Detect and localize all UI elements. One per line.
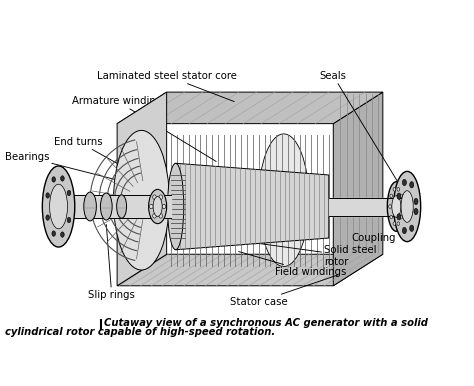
Ellipse shape bbox=[414, 198, 418, 205]
Ellipse shape bbox=[397, 213, 401, 220]
Ellipse shape bbox=[153, 213, 156, 218]
Ellipse shape bbox=[410, 225, 414, 232]
Ellipse shape bbox=[402, 227, 406, 234]
Ellipse shape bbox=[414, 208, 418, 215]
Ellipse shape bbox=[393, 188, 396, 191]
Ellipse shape bbox=[167, 163, 184, 250]
Ellipse shape bbox=[389, 205, 392, 208]
Ellipse shape bbox=[390, 215, 392, 219]
Text: Bearings: Bearings bbox=[5, 152, 158, 190]
Ellipse shape bbox=[259, 134, 309, 266]
Ellipse shape bbox=[401, 191, 413, 222]
Text: End turns: End turns bbox=[54, 137, 146, 179]
Ellipse shape bbox=[50, 184, 67, 229]
Ellipse shape bbox=[52, 177, 55, 182]
Ellipse shape bbox=[153, 195, 156, 200]
Ellipse shape bbox=[397, 222, 400, 225]
Ellipse shape bbox=[61, 176, 64, 181]
Ellipse shape bbox=[397, 188, 400, 191]
Ellipse shape bbox=[401, 205, 404, 208]
Ellipse shape bbox=[397, 193, 401, 200]
Ellipse shape bbox=[162, 204, 166, 209]
Ellipse shape bbox=[46, 215, 49, 220]
Ellipse shape bbox=[400, 215, 403, 219]
Polygon shape bbox=[176, 163, 329, 250]
Ellipse shape bbox=[42, 166, 75, 247]
Polygon shape bbox=[333, 92, 383, 286]
Ellipse shape bbox=[387, 182, 405, 231]
Text: Coupling: Coupling bbox=[351, 225, 411, 243]
Ellipse shape bbox=[46, 193, 49, 198]
Ellipse shape bbox=[113, 130, 169, 270]
Ellipse shape bbox=[67, 190, 71, 196]
Text: Solid steel
rotor: Solid steel rotor bbox=[252, 242, 377, 267]
Ellipse shape bbox=[393, 171, 420, 242]
Text: Seals: Seals bbox=[320, 71, 399, 184]
Ellipse shape bbox=[390, 194, 392, 198]
Text: Field windings: Field windings bbox=[239, 252, 346, 277]
Text: Slip rings: Slip rings bbox=[88, 225, 135, 300]
Ellipse shape bbox=[100, 193, 112, 220]
Ellipse shape bbox=[159, 195, 163, 200]
Text: Laminated steel stator core: Laminated steel stator core bbox=[97, 71, 237, 102]
Ellipse shape bbox=[159, 213, 163, 218]
Ellipse shape bbox=[393, 222, 396, 225]
Ellipse shape bbox=[149, 204, 153, 209]
Ellipse shape bbox=[153, 196, 162, 217]
Ellipse shape bbox=[84, 192, 96, 221]
Polygon shape bbox=[117, 92, 383, 124]
Ellipse shape bbox=[410, 181, 414, 188]
Text: Armature winding: Armature winding bbox=[72, 96, 216, 161]
Ellipse shape bbox=[149, 190, 167, 223]
Ellipse shape bbox=[67, 217, 71, 223]
Ellipse shape bbox=[117, 195, 127, 218]
Text: Cutaway view of a synchronous AC generator with a solid: Cutaway view of a synchronous AC generat… bbox=[104, 318, 428, 328]
Ellipse shape bbox=[402, 179, 406, 186]
Text: Stator case: Stator case bbox=[230, 275, 338, 307]
Polygon shape bbox=[117, 254, 383, 286]
Polygon shape bbox=[117, 92, 167, 286]
Ellipse shape bbox=[400, 194, 403, 198]
Ellipse shape bbox=[392, 196, 401, 217]
Ellipse shape bbox=[61, 232, 64, 237]
Text: cylindrical rotor capable of high-speed rotation.: cylindrical rotor capable of high-speed … bbox=[5, 327, 274, 337]
Ellipse shape bbox=[52, 231, 55, 236]
